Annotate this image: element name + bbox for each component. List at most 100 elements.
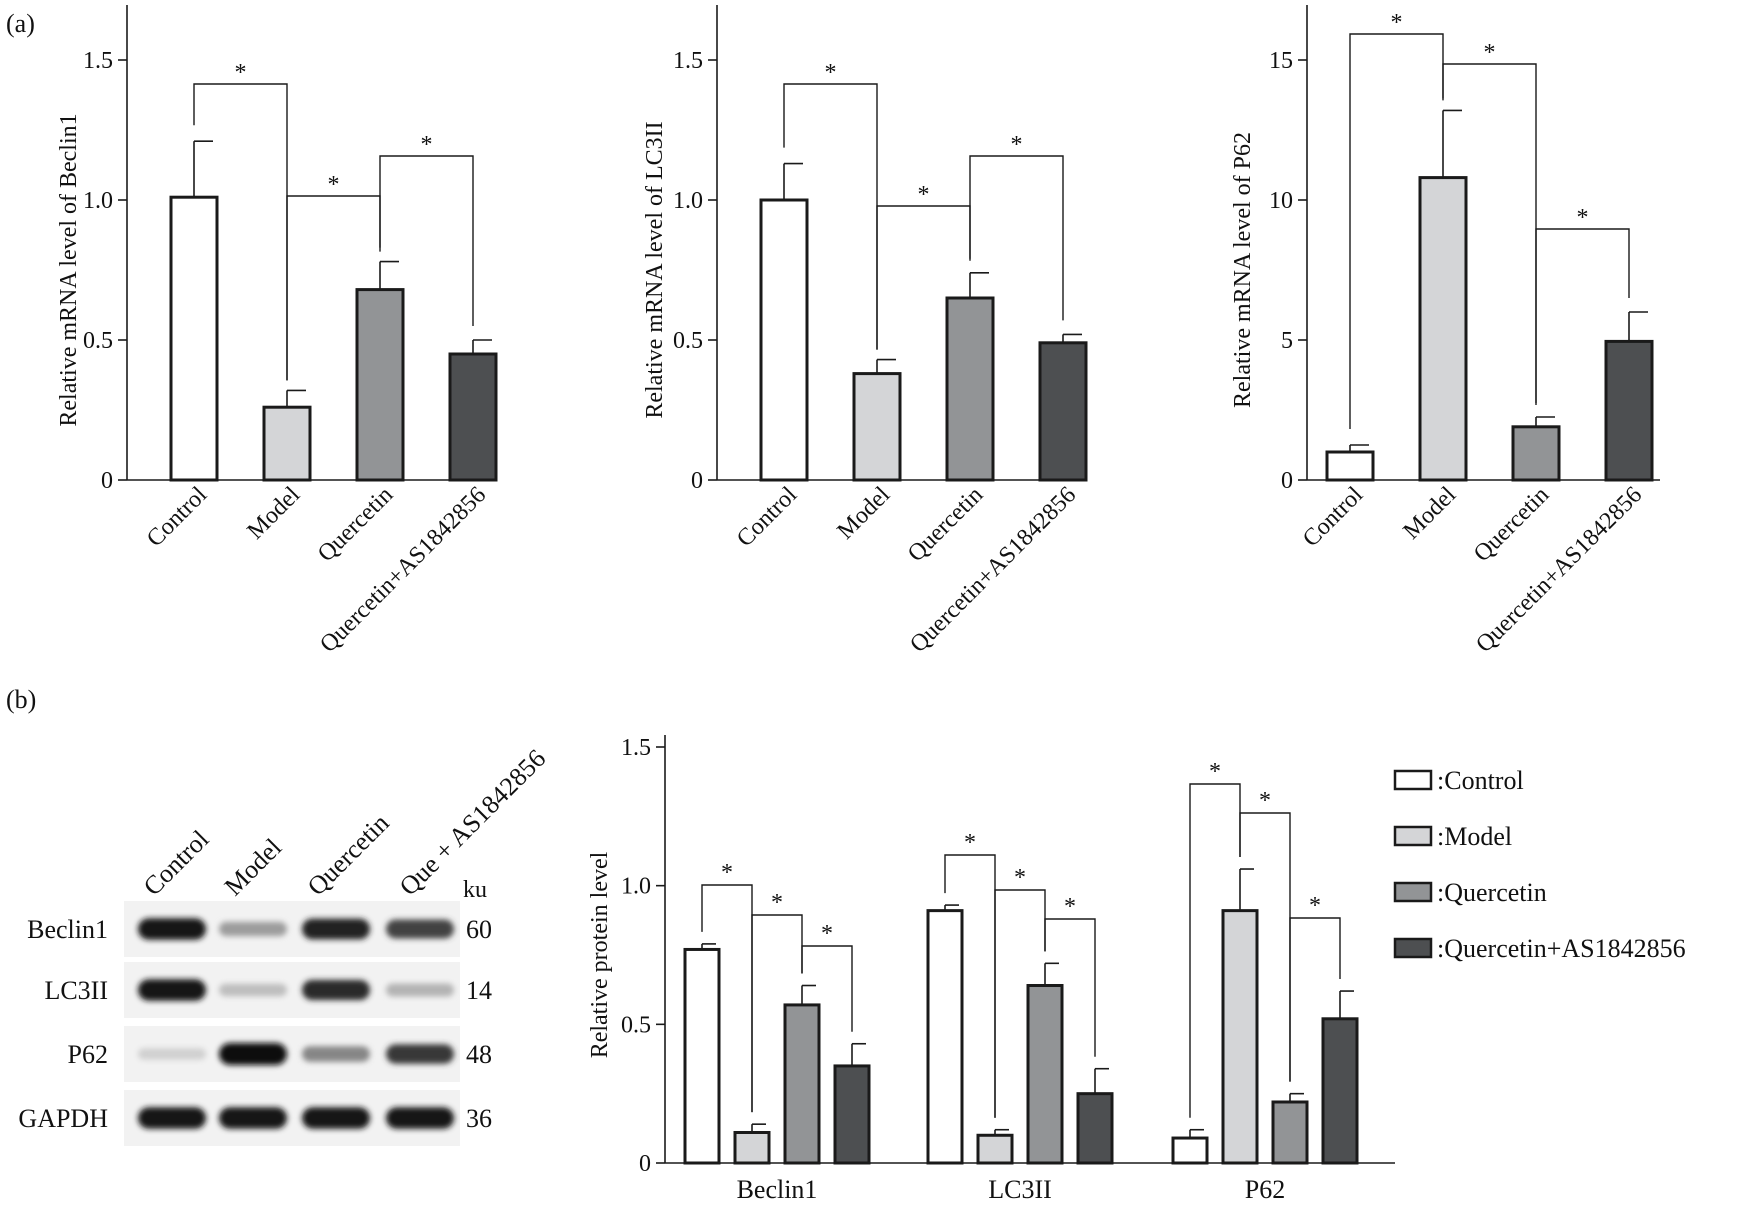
blot-mw-label: 36 bbox=[466, 1104, 492, 1133]
legend-label: :Model bbox=[1437, 822, 1512, 851]
blot-band bbox=[386, 983, 454, 997]
bar bbox=[448, 352, 498, 482]
y-tick-label: 0 bbox=[639, 1151, 651, 1177]
significance-bracket bbox=[751, 914, 803, 1113]
blot-band bbox=[302, 918, 370, 940]
panel-label-a: (a) bbox=[6, 9, 35, 38]
bar bbox=[683, 947, 721, 1165]
significance-bracket bbox=[969, 155, 1064, 321]
significance-star: * bbox=[328, 172, 340, 198]
x-tick-label: LC3II bbox=[988, 1175, 1052, 1204]
x-tick-label: Model bbox=[243, 482, 306, 545]
significance-star: * bbox=[421, 132, 433, 158]
y-tick-label: 0 bbox=[691, 468, 703, 494]
significance-star: * bbox=[1309, 893, 1321, 919]
legend: :Control :Model :Quercetin :Quercetin+AS184… bbox=[1393, 766, 1686, 963]
y-tick-label: 1.0 bbox=[83, 188, 113, 214]
mw-unit-label: ku bbox=[463, 877, 487, 903]
bar bbox=[852, 372, 902, 482]
lane-label: Control bbox=[138, 825, 215, 902]
significance-star: * bbox=[1484, 40, 1496, 66]
blot-band bbox=[302, 1107, 370, 1129]
y-tick-label: 5 bbox=[1281, 328, 1293, 354]
y-axis-label: Relative mRNA level of Beclin1 bbox=[56, 113, 82, 426]
blot-row-label: LC3II bbox=[44, 976, 108, 1005]
lane-label: Model bbox=[219, 833, 288, 902]
blot-band bbox=[302, 979, 370, 1001]
significance-bracket bbox=[1044, 918, 1096, 1057]
bar bbox=[1076, 1092, 1114, 1165]
bar bbox=[1171, 1136, 1209, 1165]
bar bbox=[1321, 1017, 1359, 1165]
significance-star: * bbox=[1014, 865, 1026, 891]
blot-band bbox=[219, 921, 287, 937]
bar bbox=[1026, 984, 1064, 1165]
legend-swatch bbox=[1393, 937, 1433, 959]
y-tick-label: 0.5 bbox=[621, 1012, 651, 1038]
x-tick-label: Beclin1 bbox=[737, 1175, 818, 1204]
blot-band bbox=[386, 1107, 454, 1129]
significance-star: * bbox=[1209, 759, 1221, 785]
y-axis-label: Relative protein level bbox=[587, 851, 613, 1058]
significance-star: * bbox=[1259, 788, 1271, 814]
y-tick-label: 1.0 bbox=[621, 874, 651, 900]
significance-star: * bbox=[721, 860, 733, 886]
x-tick-label: Control bbox=[1298, 482, 1368, 552]
y-tick-label: 0 bbox=[1281, 468, 1293, 494]
lane-label: Quercetin bbox=[302, 808, 395, 901]
significance-star: * bbox=[918, 182, 930, 208]
bar bbox=[926, 909, 964, 1165]
blot-band bbox=[138, 918, 206, 940]
bar bbox=[1604, 339, 1654, 482]
blot-band bbox=[386, 919, 454, 939]
significance-star: * bbox=[821, 921, 833, 947]
y-tick-label: 0.5 bbox=[83, 328, 113, 354]
blot-mw-label: 48 bbox=[466, 1040, 492, 1069]
significance-bracket bbox=[1289, 917, 1341, 1082]
blot-band bbox=[302, 1046, 370, 1062]
legend-swatch bbox=[1393, 769, 1433, 791]
blot-band bbox=[386, 1044, 454, 1064]
bar bbox=[783, 1003, 821, 1165]
bar bbox=[976, 1133, 1014, 1165]
blot-band bbox=[219, 1043, 287, 1065]
significance-star: * bbox=[825, 60, 837, 86]
y-tick-label: 1.5 bbox=[673, 48, 703, 74]
x-tick-label: Quercetin+AS1842856 bbox=[905, 482, 1081, 658]
chart-lc3ii-mrna: 0 0.5 1.0 1.5 Relative mRNA level of LC3II Co… bbox=[642, 5, 1088, 658]
blot-band bbox=[138, 1048, 206, 1060]
bar bbox=[833, 1064, 871, 1165]
bar bbox=[1221, 909, 1259, 1165]
chart-p62-mrna: 0 5 10 15 Relative mRNA level of P62 Control M… bbox=[1230, 5, 1660, 658]
y-tick-label: 1.5 bbox=[621, 735, 651, 761]
blot-band bbox=[219, 983, 287, 997]
legend-label: :Quercetin+AS1842856 bbox=[1437, 934, 1686, 963]
blot-band bbox=[219, 1107, 287, 1129]
bar bbox=[733, 1130, 771, 1165]
y-tick-label: 1.0 bbox=[673, 188, 703, 214]
significance-bracket bbox=[801, 945, 853, 1032]
blot-band bbox=[138, 979, 206, 1001]
legend-label: :Control bbox=[1437, 766, 1524, 795]
chart-protein-level: 0 0.5 1.0 1.5 Relative protein level Beclin1 *… bbox=[587, 735, 1395, 1204]
x-tick-label: Quercetin bbox=[1469, 482, 1554, 567]
y-tick-label: 1.5 bbox=[83, 48, 113, 74]
blot-row-label: Beclin1 bbox=[27, 915, 108, 944]
significance-star: * bbox=[771, 890, 783, 916]
significance-bracket bbox=[379, 155, 474, 326]
blot-row-label: P62 bbox=[68, 1040, 108, 1069]
legend-label: :Quercetin bbox=[1437, 878, 1547, 907]
legend-swatch bbox=[1393, 825, 1433, 847]
significance-star: * bbox=[235, 60, 247, 86]
bar bbox=[1418, 176, 1468, 482]
x-tick-label: Model bbox=[1399, 482, 1462, 545]
chart-beclin1-mrna: 0 0.5 1.0 1.5 Relative mRNA level of Beclin1… bbox=[56, 5, 498, 658]
y-axis-label: Relative mRNA level of P62 bbox=[1230, 132, 1256, 408]
bar bbox=[1271, 1100, 1309, 1165]
significance-star: * bbox=[1577, 205, 1589, 231]
y-tick-label: 15 bbox=[1269, 48, 1293, 74]
significance-star: * bbox=[1391, 10, 1403, 36]
x-tick-label: Control bbox=[732, 482, 802, 552]
x-tick-label: Model bbox=[833, 482, 896, 545]
